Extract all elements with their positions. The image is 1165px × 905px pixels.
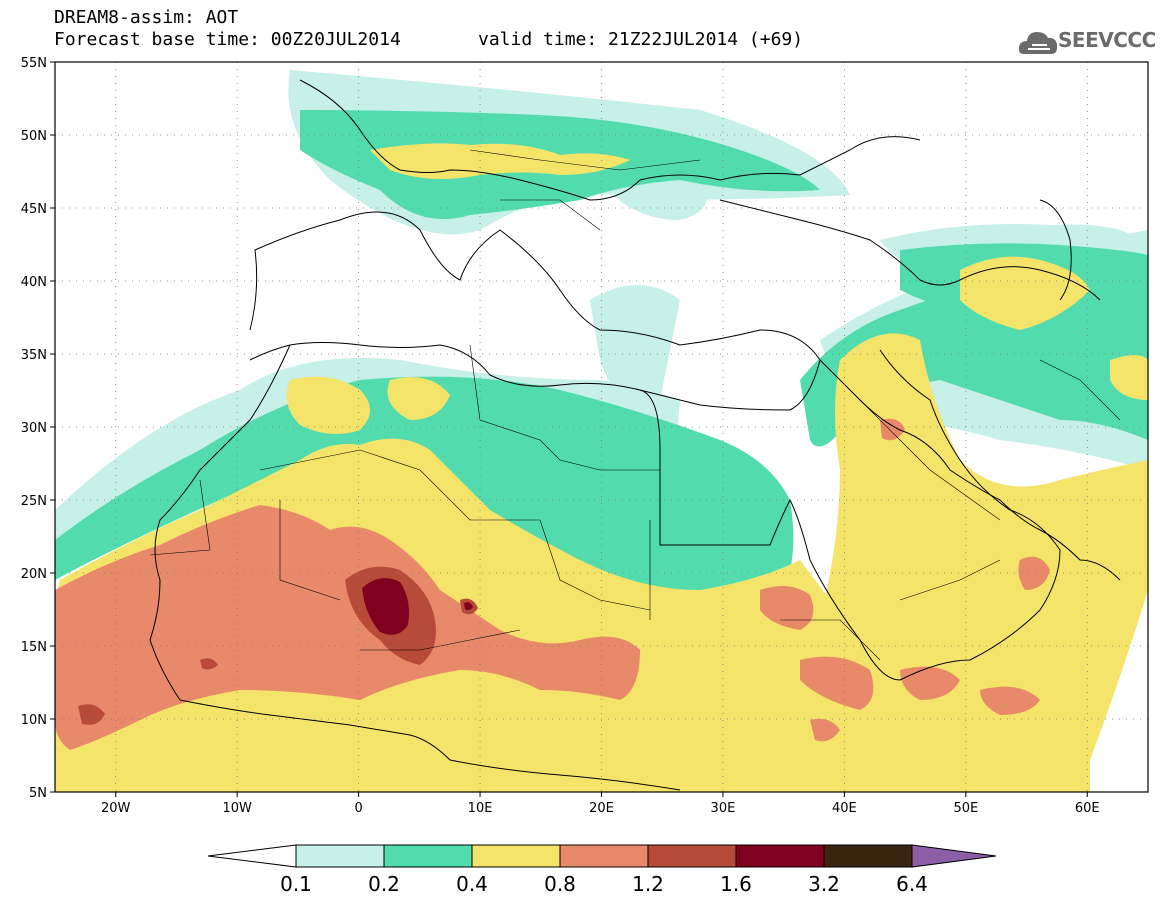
colorbar-label: 1.6 (720, 872, 752, 896)
longitude-axis: 20W 10W 0 10E 20E 30E 40E 50E 60E (101, 792, 1100, 816)
colorbar-swatch (295, 844, 385, 868)
lat-label: 10N (21, 713, 47, 728)
colorbar-label: 0.4 (456, 872, 488, 896)
lat-label: 35N (21, 348, 47, 363)
latitude-axis: 55N 50N 45N 40N 35N 30N 25N 20N 15N 10N 5N (21, 56, 55, 801)
lat-label: 25N (21, 494, 47, 509)
lon-label: 20E (589, 801, 614, 816)
lat-label: 45N (21, 202, 47, 217)
aot-level-1.6 (362, 578, 473, 635)
lon-label: 50E (953, 801, 978, 816)
lat-label: 30N (21, 421, 47, 436)
graticule (55, 62, 1148, 792)
lon-label: 10W (222, 801, 252, 816)
colorbar-swatch (823, 844, 913, 868)
lat-label: 50N (21, 129, 47, 144)
aot-field (55, 70, 1148, 792)
colorbar-label: 6.4 (896, 872, 928, 896)
coastlines (149, 79, 1121, 791)
colorbar-label: 0.1 (280, 872, 312, 896)
lon-label: 30E (711, 801, 736, 816)
colorbar-label: 0.8 (544, 872, 576, 896)
colorbar-swatch (735, 844, 825, 868)
colorbar-min-arrow (207, 844, 297, 868)
colorbar-swatch (471, 844, 561, 868)
colorbar-label: 1.2 (632, 872, 664, 896)
lat-label: 20N (21, 567, 47, 582)
lon-label: 20W (101, 801, 131, 816)
lon-label: 0 (354, 801, 362, 816)
lat-label: 40N (21, 275, 47, 290)
colorbar: 0.1 0.2 0.4 0.8 1.2 1.6 3.2 6.4 (207, 844, 997, 896)
colorbar-swatch (647, 844, 737, 868)
title-line-2: Forecast base time: 00Z20JUL2014 (54, 29, 401, 50)
title-line-1: DREAM8-assim: AOT (54, 7, 239, 28)
borders (149, 149, 1121, 661)
cloud-logo-icon (1018, 32, 1058, 54)
colorbar-label: 3.2 (808, 872, 840, 896)
colorbar-max-arrow (911, 844, 997, 868)
lat-label: 55N (21, 56, 47, 71)
lat-label: 5N (29, 786, 47, 801)
logo-text: SEEVCCC (1058, 28, 1156, 52)
colorbar-swatch (383, 844, 473, 868)
lon-label: 40E (832, 801, 857, 816)
colorbar-swatch (559, 844, 649, 868)
lat-label: 15N (21, 640, 47, 655)
colorbar-label: 0.2 (368, 872, 400, 896)
aot-level-0.8 (55, 418, 1050, 750)
lon-label: 60E (1075, 801, 1100, 816)
lon-label: 10E (468, 801, 493, 816)
valid-time: valid time: 21Z22JUL2014 (+69) (478, 29, 804, 50)
